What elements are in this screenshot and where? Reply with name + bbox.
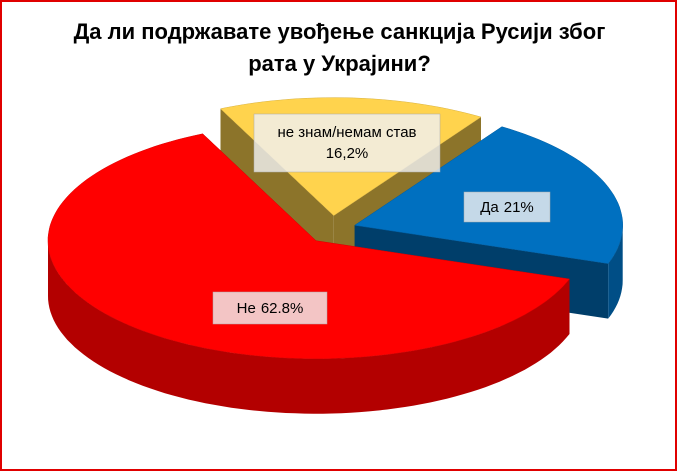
data-label: Да 21%: [463, 191, 551, 223]
chart-title: Да ли подржавате увођење санкција Русији…: [73, 19, 606, 76]
label-box: [212, 291, 328, 325]
label-box: [253, 113, 441, 173]
label-text: Не 62.8%: [237, 300, 304, 317]
label-value: 21%: [504, 199, 534, 216]
label-category: не знам/немам став: [277, 124, 416, 141]
slice-wall: [608, 225, 623, 319]
data-label: не знам/немам став 16,2%: [253, 113, 441, 173]
slice: [47, 133, 570, 359]
label-text: не знам/немам став 16,2%: [277, 124, 416, 162]
label-value: 62.8%: [261, 300, 304, 317]
slice-side: [220, 108, 334, 271]
label-category: Да: [480, 199, 499, 216]
label-value: 16,2%: [326, 145, 369, 162]
label-box: [463, 191, 551, 223]
data-label: Не 62.8%: [212, 291, 328, 325]
label-category: Не: [237, 300, 256, 317]
slice-wall: [48, 240, 570, 414]
label-text: Да 21%: [480, 199, 534, 216]
